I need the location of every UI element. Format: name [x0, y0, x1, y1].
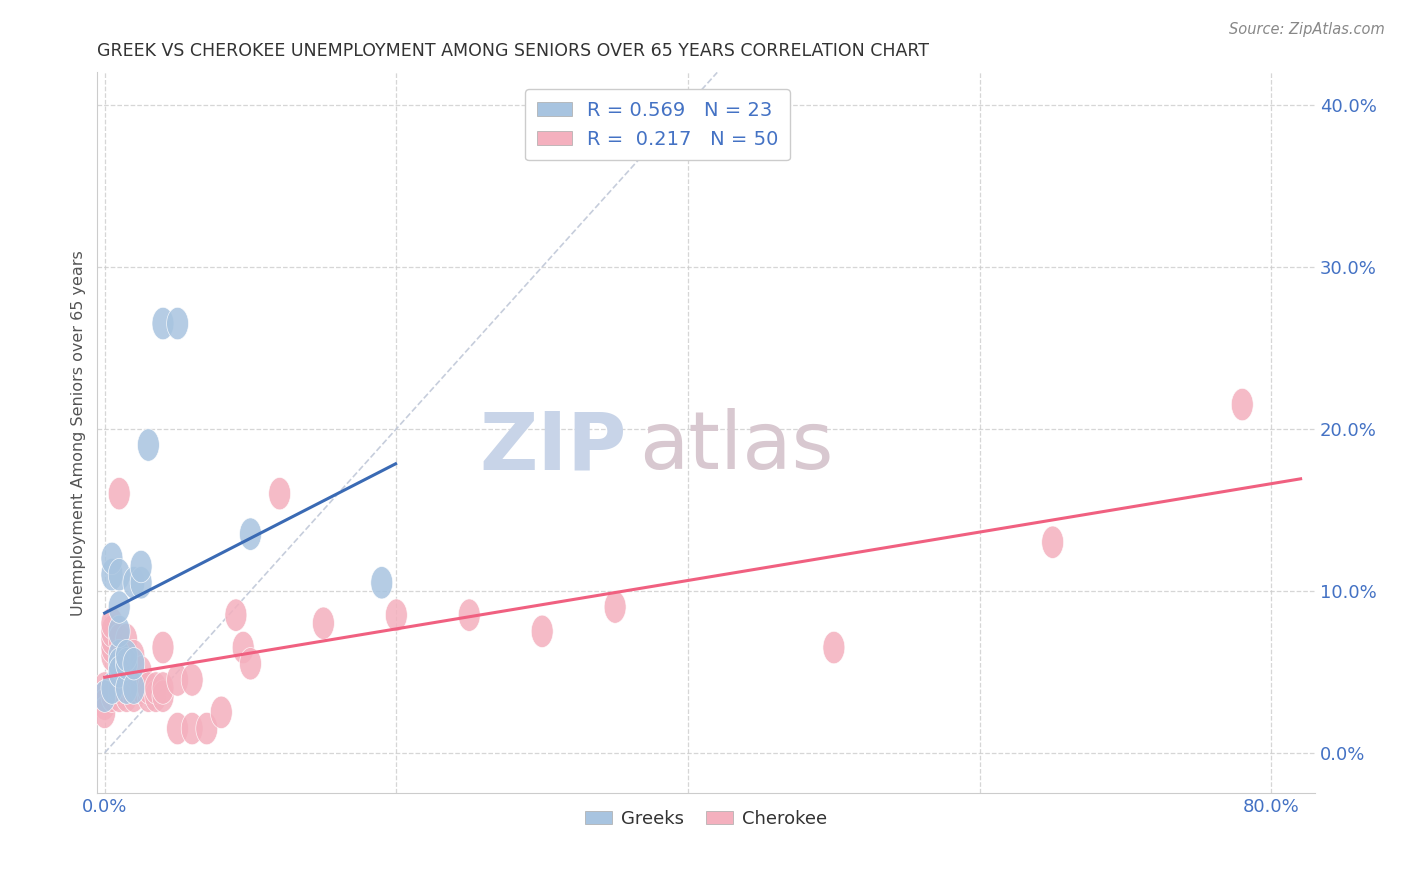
Ellipse shape [108, 648, 131, 680]
Ellipse shape [115, 648, 138, 680]
Ellipse shape [131, 656, 152, 688]
Ellipse shape [239, 648, 262, 680]
Ellipse shape [108, 672, 131, 705]
Ellipse shape [152, 308, 174, 340]
Ellipse shape [138, 672, 159, 705]
Ellipse shape [166, 664, 188, 696]
Ellipse shape [108, 624, 131, 656]
Ellipse shape [138, 680, 159, 713]
Ellipse shape [101, 615, 122, 648]
Ellipse shape [152, 680, 174, 713]
Ellipse shape [531, 615, 553, 648]
Ellipse shape [1042, 526, 1063, 558]
Ellipse shape [152, 672, 174, 705]
Ellipse shape [108, 591, 131, 624]
Text: ZIP: ZIP [479, 409, 627, 486]
Ellipse shape [108, 477, 131, 510]
Ellipse shape [122, 656, 145, 688]
Ellipse shape [211, 696, 232, 729]
Ellipse shape [138, 429, 159, 461]
Ellipse shape [108, 558, 131, 591]
Ellipse shape [122, 566, 145, 599]
Ellipse shape [181, 664, 202, 696]
Ellipse shape [101, 558, 122, 591]
Ellipse shape [1232, 388, 1253, 421]
Ellipse shape [312, 607, 335, 640]
Ellipse shape [115, 648, 138, 680]
Ellipse shape [115, 624, 138, 656]
Ellipse shape [94, 672, 115, 705]
Ellipse shape [145, 680, 167, 713]
Ellipse shape [458, 599, 481, 632]
Ellipse shape [101, 672, 122, 705]
Ellipse shape [181, 713, 202, 745]
Ellipse shape [108, 680, 131, 713]
Ellipse shape [115, 640, 138, 672]
Ellipse shape [371, 566, 392, 599]
Ellipse shape [131, 566, 152, 599]
Text: Source: ZipAtlas.com: Source: ZipAtlas.com [1229, 22, 1385, 37]
Ellipse shape [122, 680, 145, 713]
Ellipse shape [108, 656, 131, 688]
Ellipse shape [101, 607, 122, 640]
Ellipse shape [101, 624, 122, 656]
Ellipse shape [108, 615, 131, 648]
Ellipse shape [145, 672, 167, 705]
Ellipse shape [385, 599, 408, 632]
Ellipse shape [122, 640, 145, 672]
Ellipse shape [605, 591, 626, 624]
Ellipse shape [225, 599, 247, 632]
Ellipse shape [101, 640, 122, 672]
Ellipse shape [115, 680, 138, 713]
Ellipse shape [108, 640, 131, 672]
Ellipse shape [166, 713, 188, 745]
Ellipse shape [131, 550, 152, 582]
Ellipse shape [115, 672, 138, 705]
Ellipse shape [122, 672, 145, 705]
Ellipse shape [101, 632, 122, 664]
Text: atlas: atlas [640, 409, 834, 486]
Text: GREEK VS CHEROKEE UNEMPLOYMENT AMONG SENIORS OVER 65 YEARS CORRELATION CHART: GREEK VS CHEROKEE UNEMPLOYMENT AMONG SEN… [97, 42, 929, 60]
Ellipse shape [232, 632, 254, 664]
Ellipse shape [823, 632, 845, 664]
Ellipse shape [122, 648, 145, 680]
Ellipse shape [94, 680, 115, 713]
Ellipse shape [152, 632, 174, 664]
Ellipse shape [195, 713, 218, 745]
Ellipse shape [131, 672, 152, 705]
Legend: Greeks, Cherokee: Greeks, Cherokee [578, 802, 835, 835]
Ellipse shape [108, 648, 131, 680]
Ellipse shape [115, 672, 138, 705]
Ellipse shape [239, 518, 262, 550]
Y-axis label: Unemployment Among Seniors over 65 years: Unemployment Among Seniors over 65 years [72, 250, 86, 615]
Ellipse shape [108, 656, 131, 688]
Ellipse shape [166, 308, 188, 340]
Ellipse shape [101, 542, 122, 574]
Ellipse shape [94, 688, 115, 721]
Ellipse shape [94, 696, 115, 729]
Ellipse shape [94, 680, 115, 713]
Ellipse shape [269, 477, 291, 510]
Ellipse shape [101, 680, 122, 713]
